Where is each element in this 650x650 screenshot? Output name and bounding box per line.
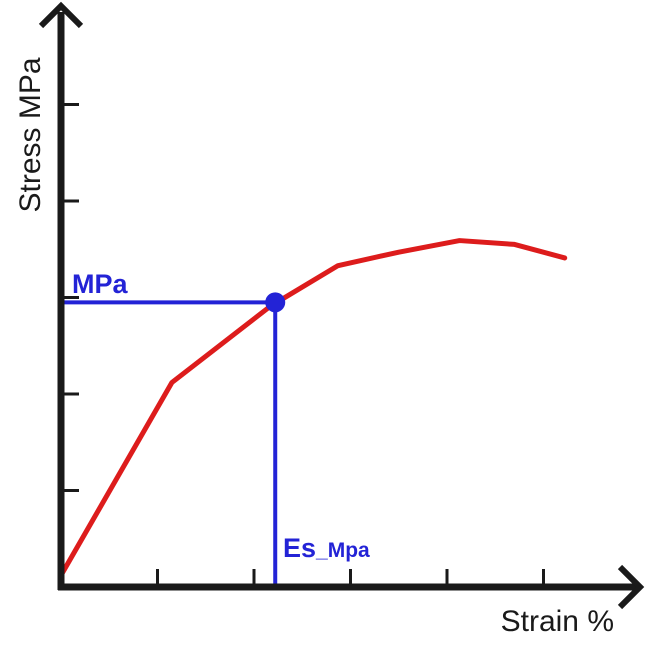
y-axis-label: Stress MPa: [14, 57, 47, 212]
marker-point: [265, 292, 286, 313]
marker-x-label-main: Es: [283, 533, 316, 563]
y-axis-arrow-icon: [38, 1, 84, 29]
x-axis-arrow-icon: [617, 564, 645, 610]
marker-x-label-sub: _Mpa: [315, 539, 370, 562]
x-axis-label: Strain %: [501, 605, 614, 638]
marker-y-label: MPa: [72, 269, 129, 299]
series-line: [58, 238, 568, 578]
marker-x-label: Es_Mpa: [283, 533, 370, 563]
